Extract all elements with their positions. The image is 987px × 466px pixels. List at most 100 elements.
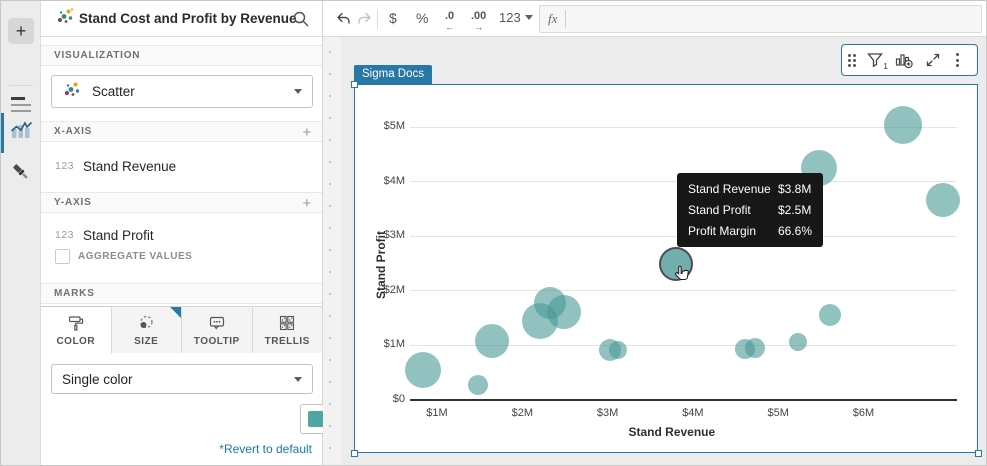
color-mode-value: Single color bbox=[62, 371, 133, 387]
tooltip-value: $3.8M bbox=[778, 182, 812, 196]
x-tick-label: $2M bbox=[511, 407, 533, 419]
aggregate-values-label: AGGREGATE VALUES bbox=[78, 251, 193, 262]
filter-icon[interactable]: 1 bbox=[866, 51, 888, 71]
decrease-decimal-button[interactable]: .0 ← bbox=[445, 10, 455, 32]
scatter-bubble[interactable] bbox=[547, 295, 582, 330]
scatter-mini-icon bbox=[55, 6, 75, 31]
outline-icon[interactable] bbox=[11, 97, 31, 113]
tab-trellis[interactable]: TRELLIS bbox=[252, 306, 323, 353]
rail-divider bbox=[9, 85, 33, 86]
color-mode-select[interactable]: Single color bbox=[51, 364, 313, 394]
selection-handle-bottom-left[interactable] bbox=[351, 450, 358, 457]
y-tick-label: $1M bbox=[383, 338, 405, 351]
formula-bar[interactable]: fx bbox=[539, 5, 982, 33]
editor-sidebar: Stand Cost and Profit by Revenue VISUALI… bbox=[41, 1, 348, 465]
chart-element[interactable]: $0 $1M $2M $3M $4M $5M $1M $2M $3M $4M $5M $6M Stand… bbox=[351, 81, 982, 457]
filter-count-badge: 1 bbox=[883, 61, 888, 71]
visualization-type-value: Scatter bbox=[92, 84, 135, 99]
scatter-bubble[interactable] bbox=[883, 105, 922, 144]
y-axis-title: Stand Profit bbox=[374, 231, 388, 299]
x-tick-label: $5M bbox=[767, 407, 789, 419]
tooltip-label: Stand Profit bbox=[688, 203, 751, 217]
format-brush-icon[interactable] bbox=[10, 161, 32, 188]
number-format-dropdown[interactable]: 123 bbox=[499, 10, 533, 25]
x-axis-field-name: Stand Revenue bbox=[83, 158, 177, 174]
y-tick-label: $2M bbox=[383, 283, 405, 296]
panel-resize-gutter[interactable] bbox=[323, 37, 341, 465]
tooltip-bubble-icon bbox=[209, 316, 224, 330]
tooltip-value: 66.6% bbox=[778, 224, 813, 238]
y-gridline bbox=[410, 344, 957, 346]
add-child-chart-icon[interactable] bbox=[894, 50, 914, 70]
y-tick-label: $5M bbox=[383, 120, 405, 132]
y-axis-field-row[interactable]: 123 Stand Profit bbox=[41, 221, 322, 249]
selection-handle-top-left[interactable] bbox=[351, 81, 358, 88]
increase-decimal-button[interactable]: .00 → bbox=[471, 10, 487, 32]
chevron-down-icon bbox=[294, 89, 302, 94]
aggregate-values-checkbox[interactable] bbox=[55, 249, 70, 264]
trellis-grid-icon bbox=[280, 315, 295, 330]
expand-icon[interactable] bbox=[924, 51, 942, 69]
section-header-visualization: VISUALIZATION bbox=[41, 45, 322, 66]
analytics-chart-icon[interactable] bbox=[10, 118, 33, 146]
scatter-bubble[interactable] bbox=[819, 304, 842, 327]
search-icon[interactable] bbox=[292, 10, 310, 33]
add-x-axis-field-button[interactable]: + bbox=[302, 124, 312, 141]
chevron-down-icon bbox=[524, 15, 533, 20]
x-tick-label: $3M bbox=[596, 407, 619, 419]
chevron-down-icon bbox=[294, 376, 302, 382]
y-tick-label: $0 bbox=[392, 393, 405, 405]
formatting-toolbar: $ % .0 ← .00 → 123 fx bbox=[323, 1, 986, 37]
marks-tab-bar: COLOR SIZE TOOLTIP bbox=[41, 306, 323, 354]
kebab-menu-icon[interactable] bbox=[956, 53, 959, 67]
scatter-bubble[interactable] bbox=[467, 375, 488, 396]
plus-icon: + bbox=[15, 20, 27, 41]
chart-tooltip: Stand Revenue $3.8M Stand Profit $2.5M P… bbox=[677, 173, 824, 247]
x-tick-label: $4M bbox=[682, 407, 704, 419]
left-rail: + bbox=[1, 1, 41, 465]
x-axis-line bbox=[410, 399, 957, 401]
arrow-right-icon: → bbox=[474, 22, 484, 32]
scatter-bubble[interactable] bbox=[608, 341, 627, 360]
visualization-type-select[interactable]: Scatter bbox=[51, 75, 313, 108]
tab-size[interactable]: SIZE bbox=[111, 306, 182, 353]
percent-format-button[interactable]: % bbox=[416, 10, 429, 26]
redo-button[interactable] bbox=[356, 10, 373, 27]
add-y-axis-field-button[interactable]: + bbox=[302, 195, 312, 212]
drag-handle-icon[interactable] bbox=[848, 53, 856, 67]
y-tick-label: $4M bbox=[383, 174, 405, 187]
toolbar-divider bbox=[377, 9, 378, 29]
selection-handle-bottom-right[interactable] bbox=[975, 450, 982, 457]
add-element-button[interactable]: + bbox=[8, 18, 34, 44]
modified-corner-indicator bbox=[170, 307, 181, 318]
scatter-bubble[interactable] bbox=[788, 333, 807, 352]
scatter-bubble[interactable] bbox=[745, 338, 766, 359]
page-title: Stand Cost and Profit by Revenue bbox=[79, 11, 297, 26]
scatter-bubble[interactable] bbox=[405, 351, 442, 388]
workbook-canvas: Sigma Docs $0 $1M $2M $3M $4M $5M $1M $2M $3M $4M… bbox=[323, 37, 986, 465]
x-tick-label: $6M bbox=[852, 407, 875, 419]
scatter-plot: $0 $1M $2M $3M $4M $5M $1M $2M $3M $4M $5M $6M Stand… bbox=[355, 85, 979, 454]
tab-color[interactable]: COLOR bbox=[41, 306, 112, 354]
y-gridline bbox=[410, 290, 957, 292]
active-tab-indicator bbox=[1, 113, 4, 153]
scatter-bubble[interactable] bbox=[474, 324, 509, 359]
section-header-marks: MARKS bbox=[41, 283, 322, 304]
y-axis-field-name: Stand Profit bbox=[83, 227, 154, 243]
section-header-x-axis: X-AXIS + bbox=[41, 121, 322, 142]
currency-format-button[interactable]: $ bbox=[389, 10, 397, 26]
undo-button[interactable] bbox=[335, 10, 352, 27]
x-axis-field-row[interactable]: 123 Stand Revenue bbox=[41, 151, 322, 181]
size-circle-icon bbox=[140, 315, 153, 328]
scatter-bubble[interactable] bbox=[925, 182, 960, 217]
tab-tooltip[interactable]: TOOLTIP bbox=[182, 306, 253, 353]
revert-to-default-link[interactable]: *Revert to default bbox=[219, 442, 312, 456]
paint-roller-icon bbox=[68, 315, 83, 331]
element-name-badge[interactable]: Sigma Docs bbox=[354, 65, 432, 84]
undo-icon bbox=[337, 12, 350, 24]
arrow-left-icon: ← bbox=[445, 22, 455, 32]
section-header-y-axis: Y-AXIS + bbox=[41, 192, 322, 213]
hand-cursor-icon bbox=[671, 264, 692, 290]
tooltip-value: $2.5M bbox=[778, 203, 812, 217]
